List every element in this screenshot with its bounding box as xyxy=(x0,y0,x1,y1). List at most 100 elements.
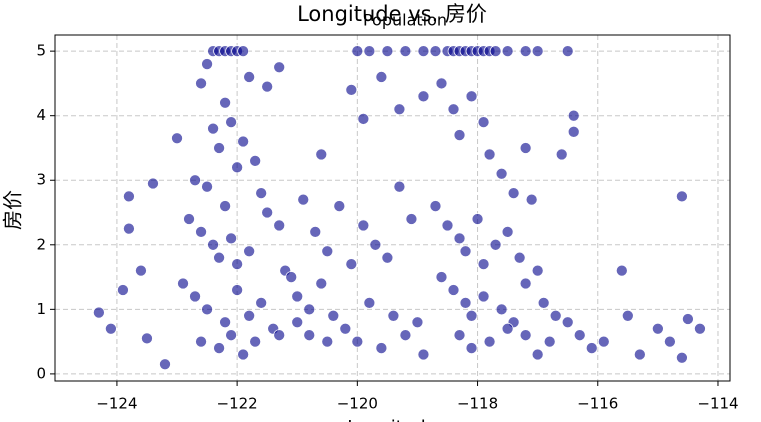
point xyxy=(519,277,532,290)
point xyxy=(351,45,364,57)
point xyxy=(291,290,304,303)
point xyxy=(219,96,231,109)
y-tick-label: 3 xyxy=(36,171,46,189)
point xyxy=(393,180,406,193)
point xyxy=(195,226,207,238)
point xyxy=(477,116,490,128)
point xyxy=(483,148,496,161)
point xyxy=(477,258,490,271)
point xyxy=(363,45,376,57)
point xyxy=(315,277,328,290)
point xyxy=(237,45,249,57)
point xyxy=(231,284,243,296)
point xyxy=(249,335,262,348)
point xyxy=(531,45,544,57)
point xyxy=(321,245,334,258)
y-tick-label: 4 xyxy=(36,106,46,124)
point xyxy=(676,190,688,203)
point xyxy=(237,135,249,148)
point xyxy=(261,80,274,93)
y-tick-label: 2 xyxy=(36,235,46,253)
point xyxy=(682,313,694,325)
point xyxy=(123,222,135,235)
point xyxy=(195,335,207,348)
point xyxy=(537,297,550,309)
point xyxy=(429,200,442,212)
point xyxy=(694,322,706,335)
point xyxy=(381,251,394,264)
point xyxy=(567,109,580,122)
point xyxy=(501,226,514,238)
point xyxy=(177,277,189,290)
y-tick-label: 1 xyxy=(36,300,46,318)
x-tick-label: −122 xyxy=(217,395,258,413)
point xyxy=(471,213,484,225)
point xyxy=(519,329,532,342)
point xyxy=(249,155,262,167)
point xyxy=(333,200,346,212)
point xyxy=(561,316,574,329)
point xyxy=(345,258,358,271)
point xyxy=(93,306,105,319)
chart-subtitle: Population xyxy=(363,11,447,30)
point xyxy=(525,193,538,206)
point xyxy=(664,335,676,348)
point xyxy=(453,232,466,245)
point xyxy=(453,329,466,342)
point xyxy=(171,132,183,145)
point xyxy=(351,335,364,348)
point xyxy=(513,251,526,264)
point xyxy=(585,342,598,354)
point xyxy=(339,322,352,335)
point xyxy=(123,190,135,203)
point xyxy=(141,332,153,345)
point xyxy=(357,219,370,232)
point xyxy=(273,219,286,232)
point xyxy=(243,309,255,322)
y-tick-label: 5 xyxy=(36,42,46,60)
point xyxy=(207,122,219,135)
point xyxy=(621,309,634,322)
point xyxy=(357,113,370,125)
point xyxy=(483,335,496,348)
point xyxy=(417,45,430,57)
point xyxy=(201,58,213,70)
point xyxy=(465,309,478,322)
point xyxy=(219,316,231,329)
x-tick-label: −116 xyxy=(577,395,618,413)
point xyxy=(375,71,388,83)
point xyxy=(519,45,532,57)
point xyxy=(213,251,225,264)
point xyxy=(465,90,478,103)
point xyxy=(561,45,574,57)
point xyxy=(507,187,520,200)
point xyxy=(459,297,472,309)
point xyxy=(195,77,207,90)
point xyxy=(207,238,219,251)
point xyxy=(261,206,274,219)
point xyxy=(519,142,532,154)
point xyxy=(309,226,322,238)
point xyxy=(417,90,430,103)
point xyxy=(159,358,171,371)
point xyxy=(243,245,255,258)
point xyxy=(447,284,460,296)
point xyxy=(225,329,237,342)
point xyxy=(231,161,243,174)
point xyxy=(117,284,129,296)
x-axis-label: Longitude xyxy=(347,417,437,422)
point xyxy=(225,232,237,245)
point xyxy=(363,297,376,309)
point xyxy=(291,316,304,329)
point xyxy=(201,180,213,193)
point xyxy=(105,322,117,335)
point xyxy=(495,303,508,316)
point xyxy=(375,342,388,354)
point xyxy=(453,129,466,141)
point xyxy=(489,45,502,57)
point xyxy=(315,148,328,161)
point xyxy=(399,45,412,57)
y-tick-label: 0 xyxy=(36,364,46,382)
